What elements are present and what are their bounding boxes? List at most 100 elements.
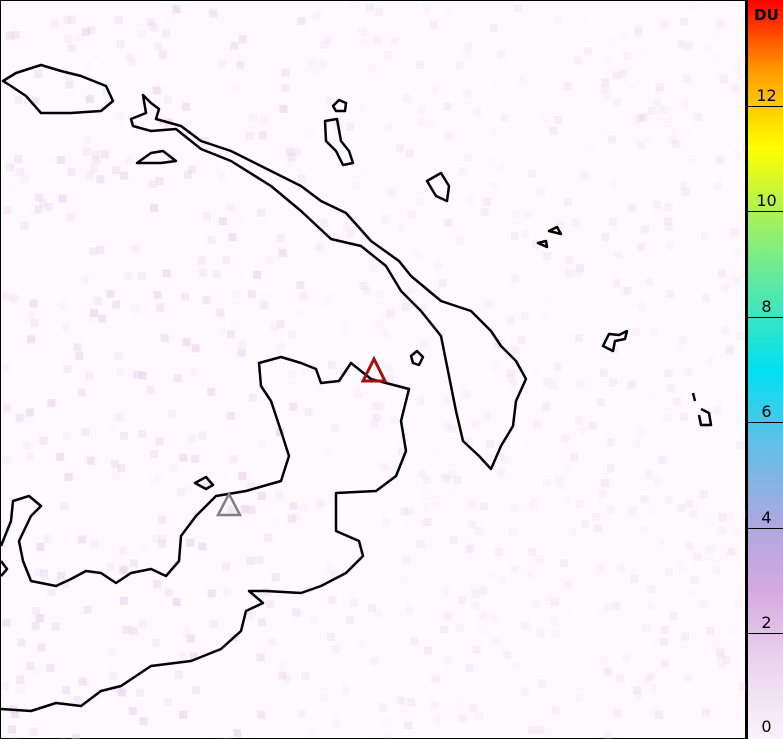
- so2-pixel: [271, 517, 280, 526]
- so2-pixel: [152, 86, 161, 95]
- so2-pixel: [718, 513, 727, 522]
- so2-pixel: [563, 580, 572, 589]
- so2-pixel: [493, 76, 502, 85]
- so2-pixel: [236, 60, 245, 69]
- so2-pixel: [153, 291, 162, 300]
- so2-pixel: [20, 174, 29, 183]
- so2-pixel: [612, 279, 621, 288]
- so2-pixel: [645, 277, 654, 286]
- so2-pixel: [358, 27, 367, 36]
- so2-pixel: [500, 113, 509, 122]
- so2-pixel: [320, 693, 329, 702]
- so2-pixel: [5, 31, 14, 40]
- so2-pixel: [478, 94, 486, 102]
- so2-pixel: [422, 686, 430, 694]
- so2-pixel: [608, 38, 617, 47]
- so2-pixel: [87, 315, 96, 324]
- so2-pixel: [167, 155, 176, 164]
- so2-pixel: [701, 232, 710, 241]
- so2-pixel: [706, 626, 715, 635]
- so2-pixel: [542, 252, 551, 261]
- so2-pixel: [236, 28, 245, 37]
- so2-pixel: [430, 83, 439, 92]
- so2-pixel: [650, 684, 659, 693]
- so2-pixel: [407, 286, 416, 295]
- colorbar-tick-label: 10: [756, 191, 777, 211]
- so2-pixel: [489, 126, 498, 135]
- so2-pixel: [217, 312, 226, 321]
- so2-pixel: [149, 450, 158, 459]
- so2-pixel: [35, 614, 44, 623]
- volcano-triangle-icon: [215, 491, 243, 517]
- so2-pixel: [700, 511, 709, 520]
- coastline-islet-4: [536, 225, 563, 249]
- so2-pixel: [174, 670, 183, 679]
- so2-pixel: [429, 20, 438, 29]
- so2-pixel: [560, 559, 569, 568]
- so2-pixel: [248, 113, 257, 122]
- so2-pixel: [603, 731, 612, 739]
- so2-pixel: [431, 500, 440, 509]
- so2-pixel: [98, 314, 107, 323]
- so2-pixel: [246, 556, 255, 565]
- so2-pixel: [114, 352, 123, 361]
- colorbar-tick: [748, 105, 783, 107]
- so2-pixel: [593, 524, 602, 533]
- so2-pixel: [495, 548, 504, 557]
- so2-pixel: [150, 204, 159, 213]
- so2-pixel: [186, 538, 195, 547]
- colorbar-tick-label: 6: [761, 402, 772, 422]
- so2-pixel: [601, 232, 610, 241]
- so2-pixel: [694, 113, 703, 122]
- so2-pixel: [715, 647, 724, 656]
- so2-pixel: [107, 646, 116, 655]
- so2-pixel: [444, 9, 453, 18]
- so2-pixel: [359, 639, 368, 648]
- so2-pixel: [705, 545, 714, 554]
- so2-pixel: [286, 147, 295, 156]
- so2-pixel: [168, 409, 177, 418]
- so2-pixel: [418, 105, 427, 114]
- so2-pixel: [82, 135, 91, 144]
- colorbar-tick: [748, 211, 783, 213]
- so2-pixel: [294, 147, 303, 156]
- so2-pixel: [309, 68, 318, 77]
- so2-pixel: [73, 695, 82, 704]
- so2-pixel: [643, 367, 651, 375]
- so2-pixel: [382, 518, 391, 527]
- so2-pixel: [258, 299, 267, 308]
- so2-pixel: [289, 402, 298, 411]
- so2-pixel: [233, 729, 242, 738]
- so2-pixel: [524, 640, 532, 648]
- so2-pixel: [701, 708, 710, 717]
- so2-pixel: [16, 167, 25, 176]
- so2-pixel: [63, 364, 72, 373]
- so2-pixel: [631, 117, 640, 126]
- so2-pixel: [22, 441, 31, 450]
- so2-pixel: [108, 671, 117, 680]
- so2-pixel: [182, 628, 191, 637]
- so2-pixel: [265, 255, 274, 264]
- so2-pixel: [384, 51, 393, 60]
- so2-pixel: [47, 399, 56, 408]
- so2-pixel: [619, 69, 628, 78]
- so2-pixel: [124, 271, 133, 280]
- so2-pixel: [44, 203, 53, 212]
- so2-pixel: [370, 657, 379, 666]
- so2-pixel: [491, 636, 500, 645]
- so2-pixel: [400, 507, 409, 516]
- so2-pixel: [1, 364, 10, 373]
- so2-pixel: [458, 167, 467, 176]
- so2-pixel: [553, 16, 562, 25]
- so2-pixel: [406, 698, 415, 707]
- so2-pixel: [31, 621, 40, 630]
- so2-pixel: [64, 473, 73, 482]
- so2-pixel: [385, 465, 394, 474]
- so2-pixel: [153, 580, 162, 589]
- so2-pixel: [247, 290, 256, 299]
- so2-pixel: [659, 539, 668, 548]
- so2-pixel: [119, 596, 128, 605]
- so2-pixel: [315, 242, 324, 251]
- so2-pixel: [604, 603, 613, 612]
- so2-pixel: [731, 526, 740, 535]
